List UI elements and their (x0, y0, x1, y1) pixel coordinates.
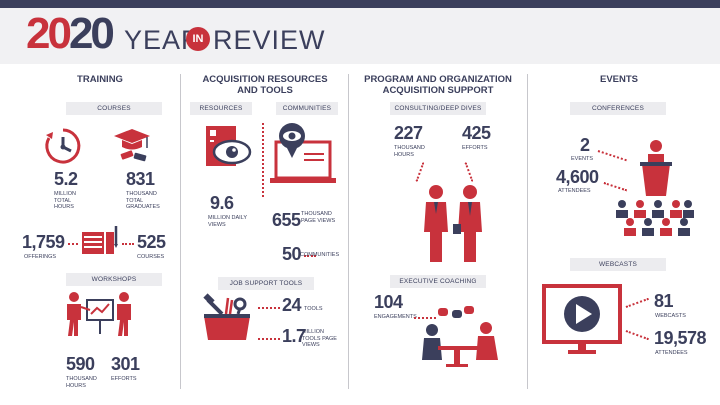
business-people-icon (424, 185, 482, 262)
dotted-connector (414, 317, 436, 319)
coaching-table-icon (422, 306, 498, 367)
training-title: TRAINING (77, 74, 123, 85)
laptop-eye-icon (270, 123, 336, 183)
offerings-label: OFFERINGS (24, 254, 57, 260)
year-part-1: 20 (26, 9, 72, 58)
courses-pill: COURSES (66, 102, 162, 115)
program-title: PROGRAM AND ORGANIZATION ACQUISITION SUP… (356, 74, 520, 96)
header-band (0, 8, 720, 64)
acquisition-title-line2: AND TOOLS (237, 85, 293, 96)
logo-year: 2020 (26, 9, 115, 58)
daily-value: 9.6 (210, 193, 234, 213)
column-divider (527, 74, 528, 389)
top-band (0, 0, 720, 8)
word-review: REVIEW (213, 25, 326, 55)
tool-views-value: 1.7 (282, 326, 306, 346)
daily-label: MILLION DAILY VIEWS (208, 215, 247, 228)
acquisition-title: ACQUISITION RESOURCES AND TOOLS (196, 74, 334, 96)
engagements-label: ENGAGEMENTS (374, 314, 417, 320)
workshops-pill: WORKSHOPS (66, 273, 162, 286)
dotted-connector (625, 330, 649, 341)
graduation-cap-icon (114, 129, 150, 162)
dotted-connector (68, 243, 78, 245)
program-hours-value: 227 (394, 123, 423, 143)
consulting-pill: CONSULTING/DEEP DIVES (390, 102, 486, 115)
document-eye-icon (206, 126, 252, 166)
column-divider (180, 74, 181, 389)
books-icon (82, 226, 118, 254)
program-efforts-value: 425 (462, 123, 491, 143)
hours-value: 5.2 (54, 169, 78, 189)
dotted-connector (415, 162, 425, 182)
column-divider (348, 74, 349, 389)
presenter-icon (67, 292, 131, 336)
podium-audience-icon (616, 140, 694, 236)
hours-label: MILLION TOTAL HOURS (54, 191, 77, 210)
communities-value: 50 (282, 244, 302, 264)
tools-label: TOOLS (304, 306, 323, 312)
tools-value: 24 (282, 295, 302, 315)
program-title-line2: ACQUISITION SUPPORT (382, 85, 494, 96)
events-label: EVENTS (571, 156, 594, 162)
acquisition-title-line1: ACQUISITION RESOURCES (202, 74, 328, 85)
ws-efforts-label: EFFORTS (111, 376, 137, 382)
communities-pill: COMMUNITIES (276, 102, 338, 115)
dotted-connector (258, 307, 280, 309)
clock-icon (45, 128, 81, 164)
offerings-value: 1,759 (22, 232, 65, 252)
toolbox-icon (203, 293, 250, 340)
webcasts-value: 81 (654, 291, 674, 311)
conferences-pill: CONFERENCES (570, 102, 666, 115)
job-support-pill: JOB SUPPORT TOOLS (218, 277, 314, 290)
page-views-value: 655 (272, 210, 301, 230)
courses-label: COURSES (137, 254, 165, 260)
tool-views-label: MILLION TOOLS PAGE VIEWS (302, 329, 337, 348)
video-play-icon (542, 284, 622, 354)
engagements-value: 104 (374, 292, 403, 312)
webcasts-pill: WEBCASTS (570, 258, 666, 271)
dotted-connector (464, 162, 474, 182)
year-part-2: 20 (68, 9, 115, 58)
webcasts-label: WEBCASTS (655, 313, 686, 319)
attendees-label: ATTENDEES (558, 188, 591, 194)
events-title: EVENTS (599, 74, 638, 85)
attendees-value: 4,600 (556, 167, 599, 187)
ws-hours-label: THOUSAND HOURS (66, 376, 97, 389)
wc-attendees-value: 19,578 (654, 328, 707, 348)
resources-pill: RESOURCES (190, 102, 252, 115)
dotted-connector (258, 338, 280, 340)
coaching-pill: EXECUTIVE COACHING (390, 275, 486, 288)
dotted-connector (262, 123, 264, 197)
communities-label: COMMUNITIES (300, 252, 340, 258)
dotted-connector (304, 255, 316, 257)
program-title-line1: PROGRAM AND ORGANIZATION (364, 74, 512, 85)
graduates-label: THOUSAND TOTAL GRADUATES (126, 191, 160, 210)
graduates-value: 831 (126, 169, 155, 189)
page-views-label: THOUSAND PAGE VIEWS (301, 211, 336, 224)
wc-attendees-label: ATTENDEES (655, 350, 688, 356)
dotted-connector (625, 297, 649, 308)
ws-efforts-value: 301 (111, 354, 140, 374)
dotted-connector (122, 243, 134, 245)
ws-hours-value: 590 (66, 354, 95, 374)
program-efforts-label: EFFORTS (462, 145, 488, 151)
courses-value: 525 (137, 232, 166, 252)
program-hours-label: THOUSAND HOURS (394, 145, 425, 158)
events-value: 2 (580, 135, 590, 155)
word-in-circle: IN (186, 27, 210, 51)
